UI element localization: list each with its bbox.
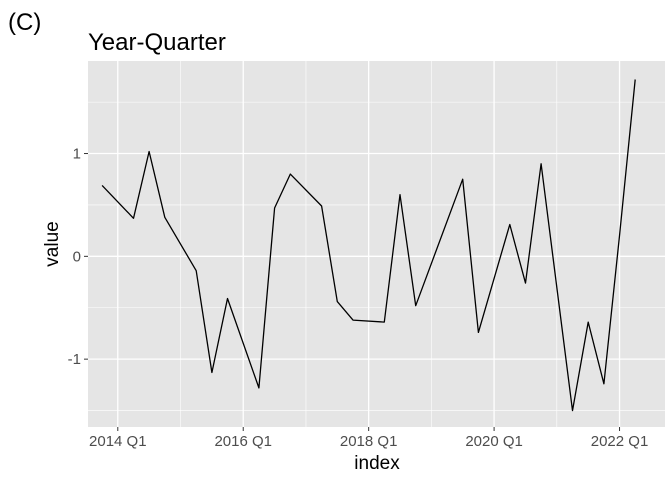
x-tick-label: 2016 Q1 [214, 433, 272, 450]
panel-tag: (C) [8, 9, 41, 36]
x-tick-label: 2018 Q1 [340, 433, 398, 450]
series-line [101, 79, 636, 412]
x-tick-label: 2014 Q1 [89, 433, 147, 450]
x-tick-label: 2020 Q1 [465, 433, 523, 450]
x-tick-label: 2022 Q1 [591, 433, 649, 450]
chart-title: Year-Quarter [88, 29, 226, 56]
y-tick-label: -1 [68, 351, 81, 368]
y-tick-label: 0 [73, 248, 81, 265]
plot-background [88, 61, 665, 427]
x-axis-title: index [354, 453, 400, 474]
y-tick-label: 1 [73, 146, 81, 163]
plot-area: 2014 Q1 2016 Q1 2018 Q1 2020 Q1 2022 Q1 -1 0 1 [68, 61, 665, 450]
y-axis-title: value [42, 221, 63, 266]
